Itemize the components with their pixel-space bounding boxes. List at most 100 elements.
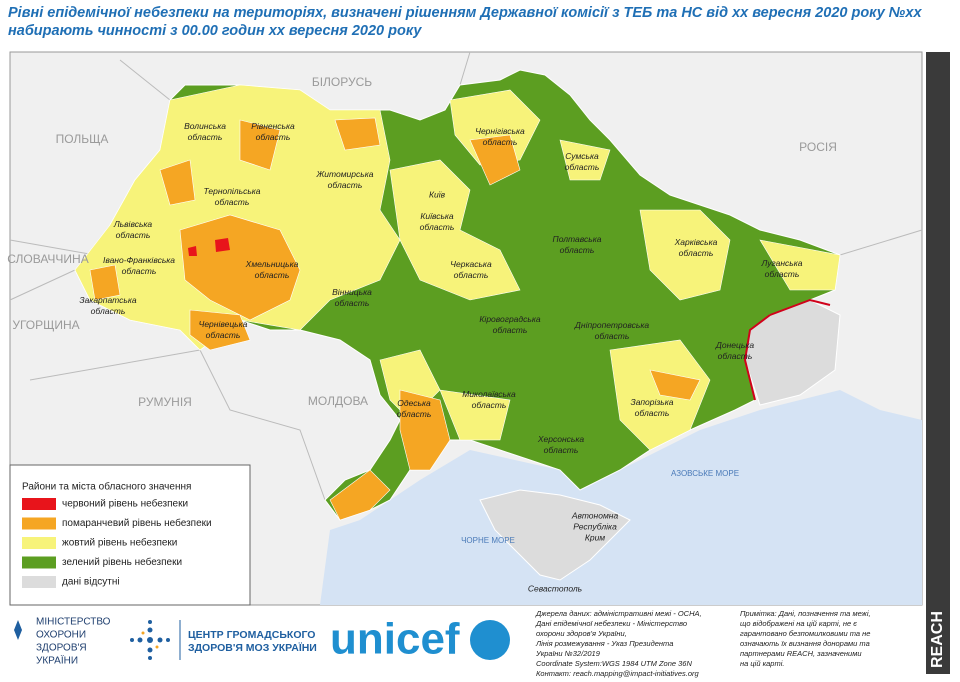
region-label: Волинська [184, 121, 226, 131]
sea [320, 390, 922, 605]
center-name: ЗДОРОВ'Я МОЗ УКРАЇНИ [188, 641, 317, 654]
region-label: область [718, 351, 753, 361]
sources: Дані епідемічної небезпеки - Міністерств… [535, 619, 687, 628]
region-label: область [454, 270, 489, 280]
region-label: область [122, 266, 157, 276]
region-label: Вінницька [332, 287, 372, 297]
region-label: область [255, 270, 290, 280]
center-logo [130, 620, 170, 660]
region-label: Хмельницька [245, 259, 299, 269]
region-label: область [335, 298, 370, 308]
region-label: область [544, 445, 579, 455]
region-label: область [483, 137, 518, 147]
region-label: Полтавська [553, 234, 602, 244]
note: на цій карті. [740, 659, 784, 668]
region-label: Чернівецька [199, 319, 248, 329]
region-label: Одеська [397, 398, 431, 408]
center-name: ЦЕНТР ГРОМАДСЬКОГО [188, 629, 315, 641]
ministry-name: УКРАЇНИ [36, 655, 78, 667]
ministry-name: ЗДОРОВ'Я [36, 643, 87, 654]
legend-swatch [22, 498, 56, 510]
title-line: набирають чинності з 00.00 годин хх вере… [8, 23, 422, 39]
region-label: Республіка [573, 521, 617, 531]
unicef-logo: unicef [330, 615, 460, 664]
region-label: область [472, 400, 507, 410]
region-label: область [635, 408, 670, 418]
region-label: Автономна [571, 510, 619, 520]
unicef-emblem [470, 620, 510, 660]
contact-line [743, 298, 831, 401]
region-label: Черкаська [450, 259, 492, 269]
note: що відображені на цій карті, не є [740, 619, 857, 628]
sources: України №32/2019 [535, 649, 601, 658]
region-label: область [116, 230, 151, 240]
legend-swatch [22, 576, 56, 588]
region-label: область [206, 330, 241, 340]
region-label: область [493, 325, 528, 335]
ministry-name: ОХОРОНИ [36, 630, 86, 641]
borders [9, 51, 923, 501]
region-label: область [215, 197, 250, 207]
region-label: Харківська [674, 237, 718, 247]
legend-label: зелений рівень небезпеки [62, 556, 182, 568]
country-label: ПОЛЬЩА [56, 132, 109, 146]
labels: ПОЛЬЩА БІЛОРУСЬ РОСІЯ СЛОВАЧЧИНА УГОРЩИНА РУМ… [7, 75, 837, 593]
sea-label: АЗОВСЬКЕ МОРЕ [671, 469, 739, 478]
ministry-emblem [14, 620, 22, 640]
note: означають їх визнання донорами та [740, 639, 870, 648]
sea-label: ЧОРНЕ МОРЕ [461, 536, 515, 545]
country-label: СЛОВАЧЧИНА [7, 252, 88, 266]
region-label: Сумська [565, 151, 599, 161]
country-label: УГОРЩИНА [12, 318, 79, 332]
orange-areas [89, 117, 701, 521]
region-label: область [679, 248, 714, 258]
region-label: область [560, 245, 595, 255]
region-label: Запорізька [630, 397, 673, 407]
region-label: Тернопільська [203, 186, 260, 196]
ministry-name: МІНІСТЕРСТВО [36, 617, 111, 628]
region-label: Кіровоградська [479, 314, 540, 324]
region-label: область [765, 269, 800, 279]
region-label: Луганська [760, 258, 802, 268]
country-label: РОСІЯ [799, 140, 837, 154]
legend: Райони та міста обласного значення червон… [22, 481, 212, 588]
region-label: Крим [585, 532, 605, 542]
legend-swatch [22, 537, 56, 549]
note: партнерами REACH, зазначеними [740, 649, 862, 658]
legend-label: помаранчевий рівень небезпеки [62, 517, 212, 529]
country-label: БІЛОРУСЬ [312, 75, 372, 89]
reach-bar [926, 52, 950, 674]
sources: Джерела даних: адміністративні межі - OC… [535, 609, 702, 618]
legend-label: дані відсутні [62, 577, 120, 588]
legend-label: жовтий рівень небезпеки [62, 537, 177, 549]
region-label: область [565, 162, 600, 172]
region-label: Севастополь [528, 583, 582, 593]
region-label: Донецька [715, 340, 754, 350]
region-label: Львівська [113, 219, 153, 229]
legend-label: червоний рівень небезпеки [62, 498, 188, 510]
note: гарантовано безпомилковими та не [740, 629, 870, 638]
region-label: Чернігівська [475, 126, 525, 136]
region-label: область [91, 306, 126, 316]
region-label: область [595, 331, 630, 341]
title: Рівні епідемічної небезпеки на територія… [8, 5, 922, 39]
region-label: область [256, 132, 291, 142]
region-label: область [397, 409, 432, 419]
region-label: Житомирська [316, 169, 374, 179]
region-label: Івано-Франківська [103, 255, 175, 265]
region-label: Херсонська [537, 434, 585, 444]
sources: Лінія розмежування - Указ Президента [535, 639, 673, 648]
region-label: Київ [429, 189, 446, 199]
region-label: Миколаївська [462, 389, 516, 399]
country-label: РУМУНІЯ [138, 395, 192, 409]
legend-swatch [22, 556, 56, 569]
sources: охорони здоров'я України, [536, 629, 627, 638]
red-areas [188, 238, 230, 256]
region-label: Київська [420, 211, 454, 221]
note: Примітка: Дані, позначення та межі, [740, 609, 871, 618]
region-label: область [188, 132, 223, 142]
region-label: Рівненська [251, 121, 295, 131]
